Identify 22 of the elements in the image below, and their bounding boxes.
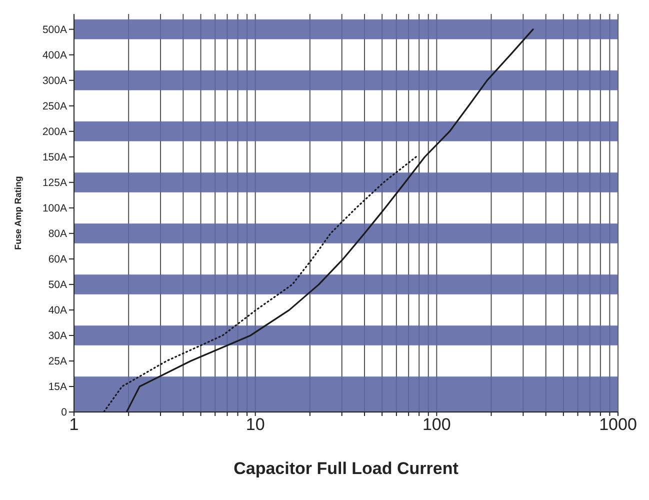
y-tick-label: 150A	[42, 152, 67, 164]
y-tick-label: 100A	[42, 202, 67, 215]
y-tick-label: 50A	[48, 279, 67, 292]
y-tick-label: 400A	[42, 50, 67, 62]
y-tick-label: 25A	[48, 356, 67, 368]
y-tick-label: 30A	[48, 330, 67, 342]
y-tick-label: 40A	[48, 304, 67, 317]
x-tick-label: 100	[422, 415, 451, 434]
y-tick-label: 15A	[48, 381, 67, 394]
y-tick-label: 80A	[48, 228, 67, 240]
y-tick-label: 200A	[42, 126, 67, 138]
y-tick-label: 250A	[42, 100, 67, 113]
x-tick-label: 1	[69, 415, 79, 434]
y-tick-label: 500A	[42, 24, 67, 36]
y-tick-label: 60A	[48, 254, 67, 266]
x-tick-label: 1000	[599, 415, 637, 434]
y-tick-label: 0	[61, 406, 68, 419]
x-tick-label: 10	[246, 415, 265, 434]
y-tick-label: 300A	[42, 75, 67, 88]
x-axis-title: Capacitor Full Load Current	[234, 459, 459, 478]
y-axis-title: Fuse Amp Rating	[13, 176, 24, 250]
y-tick-label: 125A	[42, 177, 67, 190]
